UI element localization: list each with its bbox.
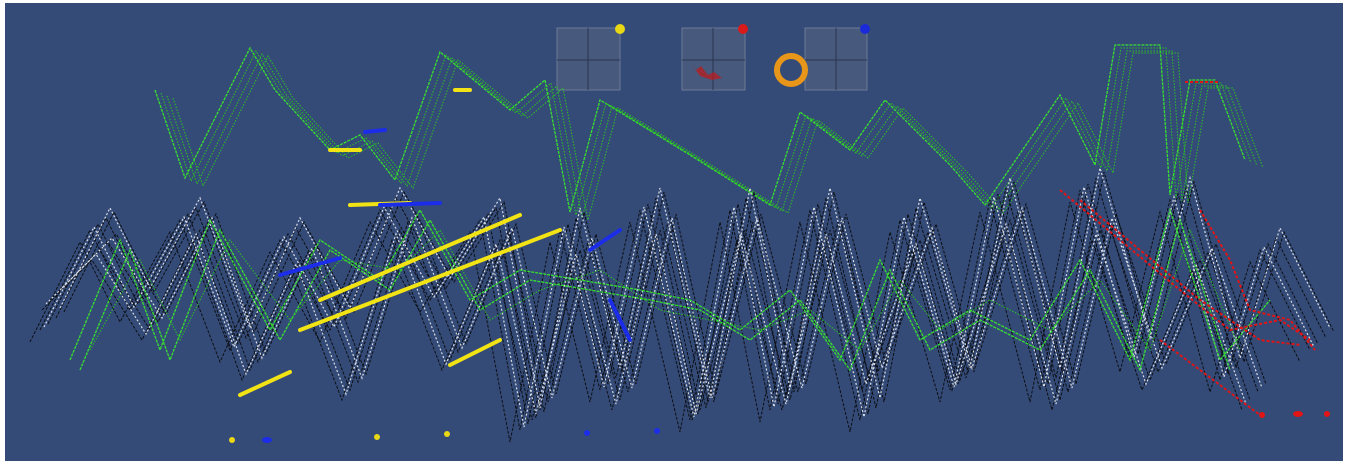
orange-ring [774,53,808,87]
sphere [584,430,590,436]
blue-highlight [608,298,632,342]
blue-highlight [588,228,622,252]
red-line [1059,189,1311,341]
sphere [262,437,272,443]
blue-highlight [378,201,442,207]
green-line [79,217,1231,372]
sphere [374,434,380,440]
sphere [654,428,660,434]
inset-points [690,62,722,80]
sphere [1324,411,1330,417]
red-line [1199,209,1316,351]
sphere [1293,411,1303,417]
blue-highlight [278,256,342,277]
yellow-highlight [318,213,522,302]
lower-bundle [29,167,1335,443]
sphere [229,437,235,443]
sphere [444,431,450,437]
yellow-highlight [448,338,502,367]
inset-plots [556,24,870,91]
top-bundle [154,44,1264,221]
green-line [69,207,1271,362]
yellow-highlight [298,228,562,332]
inset-sphere [738,24,748,34]
red-line [1159,339,1261,416]
red-line [1079,199,1301,346]
yellow-highlight [238,370,292,397]
inset-sphere [860,24,870,34]
sphere [1259,412,1265,418]
inset-sphere [615,24,625,34]
top-highlight [363,128,387,134]
green-line [89,228,1241,352]
